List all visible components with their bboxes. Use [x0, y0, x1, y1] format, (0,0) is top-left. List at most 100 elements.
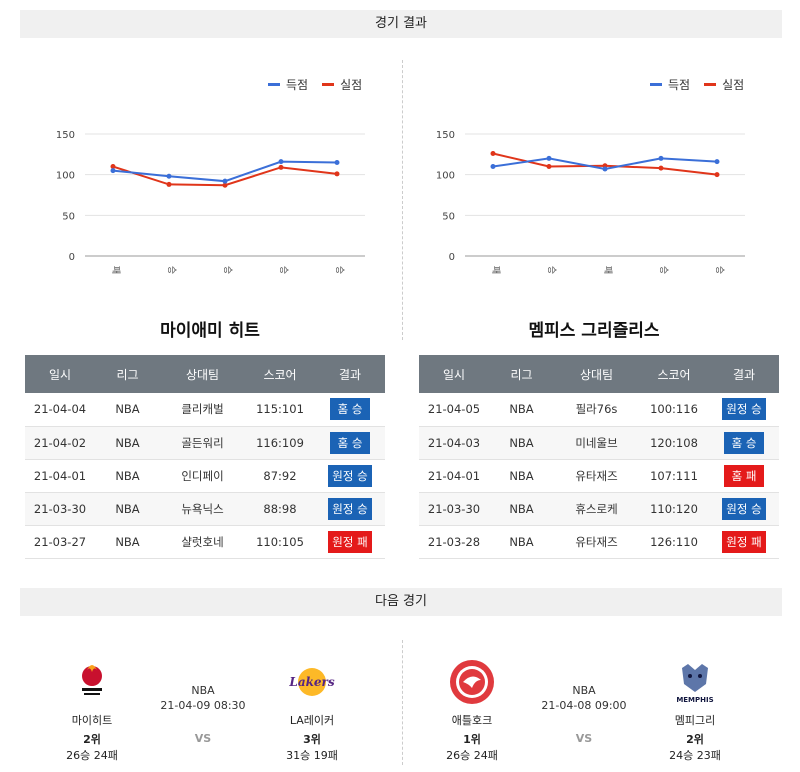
match2-away-team[interactable]: MEMPHIS 멤피그리 2위 24승 23패	[645, 658, 745, 763]
date-cell: 21-04-02	[25, 426, 95, 460]
conceded-line-icon	[704, 83, 717, 86]
conceded-point	[658, 165, 664, 171]
league-cell: NBA	[95, 393, 160, 427]
conceded-point	[278, 164, 284, 170]
scored-point	[278, 159, 284, 165]
result-cell: 홈 승	[709, 426, 779, 460]
y-tick-label: 150	[436, 130, 455, 141]
match1-away-team[interactable]: Lakers LA레이커 3위 31승 19패	[262, 658, 362, 763]
y-tick-label: 100	[56, 171, 75, 182]
date-cell: 21-04-03	[419, 426, 489, 460]
match2-home-name: 애틀호크	[451, 714, 493, 727]
league-cell: NBA	[95, 426, 160, 460]
legend-conceded: 실점	[322, 76, 362, 93]
match1-vs: VS	[194, 732, 212, 745]
right-legend: 득점 실점	[650, 76, 744, 93]
match1-league: NBA	[191, 684, 215, 697]
match2-league: NBA	[572, 684, 596, 697]
scored-point	[546, 155, 552, 161]
league-cell: NBA	[95, 459, 160, 493]
x-tick-label: 승	[546, 266, 557, 274]
column-header: 결과	[315, 355, 385, 393]
score-cell: 115:101	[245, 393, 315, 427]
result-cell: 홈 승	[315, 393, 385, 427]
date-cell: 21-04-01	[419, 459, 489, 493]
date-cell: 21-03-27	[25, 525, 95, 559]
score-cell: 100:116	[639, 393, 709, 427]
column-header: 일시	[419, 355, 489, 393]
match2-home-record: 26승 24패	[446, 749, 498, 762]
right-results-table: 일시 리그 상대팀 스코어 결과 21-04-05 NBA 필라76s 100:116 원정 승…	[419, 355, 779, 559]
score-cell: 110:120	[639, 492, 709, 526]
scored-point	[334, 159, 340, 165]
score-cell: 126:110	[639, 525, 709, 559]
league-cell: NBA	[95, 525, 160, 559]
legend-conceded-label: 실점	[722, 78, 745, 92]
left-team-title: 마이애미 히트	[160, 321, 260, 341]
result-badge: 홈 승	[724, 431, 764, 454]
table-row: 21-03-30 NBA 뉴욕닉스 88:98 원정 승	[25, 492, 385, 526]
column-header: 일시	[25, 355, 95, 393]
x-tick-label: 승	[166, 266, 177, 274]
legend-conceded-label: 실점	[340, 78, 363, 92]
left-legend: 득점 실점	[268, 76, 362, 93]
result-badge: 원정 승	[328, 497, 372, 520]
column-header: 상대팀	[160, 355, 245, 393]
y-tick-label: 0	[69, 252, 75, 263]
right-chart: 150 100 50 0 패 승 패 승 승	[436, 130, 745, 274]
league-cell: NBA	[95, 492, 160, 526]
conceded-point	[110, 164, 116, 170]
result-badge: 원정 승	[722, 497, 766, 520]
column-header: 스코어	[639, 355, 709, 393]
result-badge: 원정 패	[328, 530, 372, 553]
date-cell: 21-04-05	[419, 393, 489, 427]
opponent-cell: 유타재즈	[554, 525, 639, 559]
y-tick-label: 0	[449, 252, 455, 263]
match2-home-rank: 1위	[463, 733, 481, 746]
section-header-results: 경기 결과	[20, 10, 782, 38]
result-badge: 원정 승	[328, 464, 372, 487]
conceded-point	[546, 164, 552, 170]
scored-point	[658, 155, 664, 161]
result-cell: 원정 승	[315, 459, 385, 493]
table-row: 21-03-30 NBA 휴스로케 110:120 원정 승	[419, 492, 779, 526]
result-cell: 원정 승	[709, 393, 779, 427]
table-row: 21-04-05 NBA 필라76s 100:116 원정 승	[419, 393, 779, 427]
opponent-cell: 뉴욕닉스	[160, 492, 245, 526]
opponent-cell: 휴스로케	[554, 492, 639, 526]
match2-vs: VS	[575, 732, 593, 745]
legend-conceded: 실점	[704, 76, 744, 93]
legend-scored: 득점	[650, 76, 690, 93]
column-header: 리그	[489, 355, 554, 393]
date-cell: 21-03-28	[419, 525, 489, 559]
right-team-title: 멤피스 그리즐리스	[528, 321, 660, 341]
score-cell: 107:111	[639, 459, 709, 493]
conceded-point	[222, 182, 228, 188]
conceded-point	[334, 171, 340, 177]
legend-scored: 득점	[268, 76, 308, 93]
x-tick-label: 패	[110, 266, 121, 274]
result-cell: 원정 승	[709, 492, 779, 526]
table-row: 21-03-27 NBA 샬럿호네 110:105 원정 패	[25, 525, 385, 559]
table-row: 21-04-01 NBA 유타재즈 107:111 홈 패	[419, 459, 779, 493]
opponent-cell: 미네울브	[554, 426, 639, 460]
match1-away-record: 31승 19패	[286, 749, 338, 762]
league-cell: NBA	[489, 492, 554, 526]
match1-home-team[interactable]: 마이히트 2위 26승 24패	[42, 658, 142, 763]
league-cell: NBA	[489, 426, 554, 460]
league-cell: NBA	[489, 525, 554, 559]
divider	[402, 640, 403, 765]
opponent-cell: 필라76s	[554, 393, 639, 427]
section-header-next: 다음 경기	[20, 588, 782, 616]
y-tick-label: 50	[442, 211, 455, 222]
table-row: 21-04-01 NBA 인디페이 87:92 원정 승	[25, 459, 385, 493]
conceded-point	[490, 151, 496, 157]
match1-home-rank: 2위	[83, 733, 101, 746]
x-tick-label: 패	[490, 266, 501, 274]
result-badge: 홈 승	[330, 431, 370, 454]
date-cell: 21-03-30	[25, 492, 95, 526]
scored-point	[166, 173, 172, 179]
table-row: 21-04-03 NBA 미네울브 120:108 홈 승	[419, 426, 779, 460]
match2-home-team[interactable]: 애틀호크 1위 26승 24패	[422, 658, 522, 763]
opponent-cell: 골든워리	[160, 426, 245, 460]
